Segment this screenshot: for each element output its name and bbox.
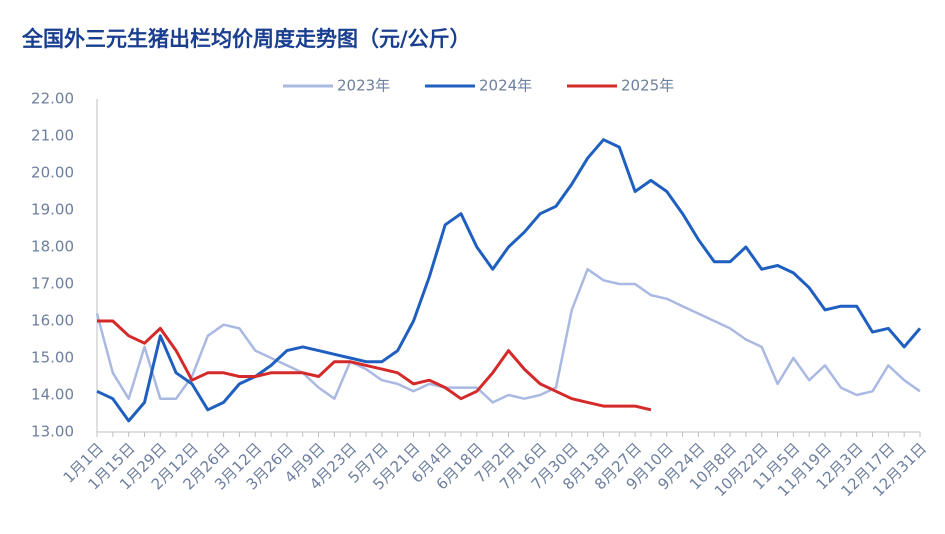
legend-label: 2025年 bbox=[621, 77, 674, 95]
y-tick-label: 18.00 bbox=[31, 238, 74, 256]
y-tick-label: 15.00 bbox=[31, 349, 74, 367]
y-tick-label: 19.00 bbox=[31, 201, 74, 219]
series-line bbox=[97, 319, 652, 412]
y-tick-label: 13.00 bbox=[31, 423, 74, 441]
y-tick-label: 14.00 bbox=[31, 386, 74, 404]
y-tick-label: 21.00 bbox=[31, 127, 74, 145]
legend-label: 2024年 bbox=[479, 77, 532, 95]
y-tick-label: 20.00 bbox=[31, 164, 74, 182]
y-tick-label: 22.00 bbox=[31, 90, 74, 108]
legend-label: 2023年 bbox=[337, 77, 390, 95]
y-tick-label: 16.00 bbox=[31, 312, 74, 330]
y-tick-label: 17.00 bbox=[31, 275, 74, 293]
series-line bbox=[95, 267, 921, 404]
chart-title: 全国外三元生猪出栏均价周度走势图（元/公斤） bbox=[21, 27, 471, 51]
series-line bbox=[96, 138, 922, 423]
